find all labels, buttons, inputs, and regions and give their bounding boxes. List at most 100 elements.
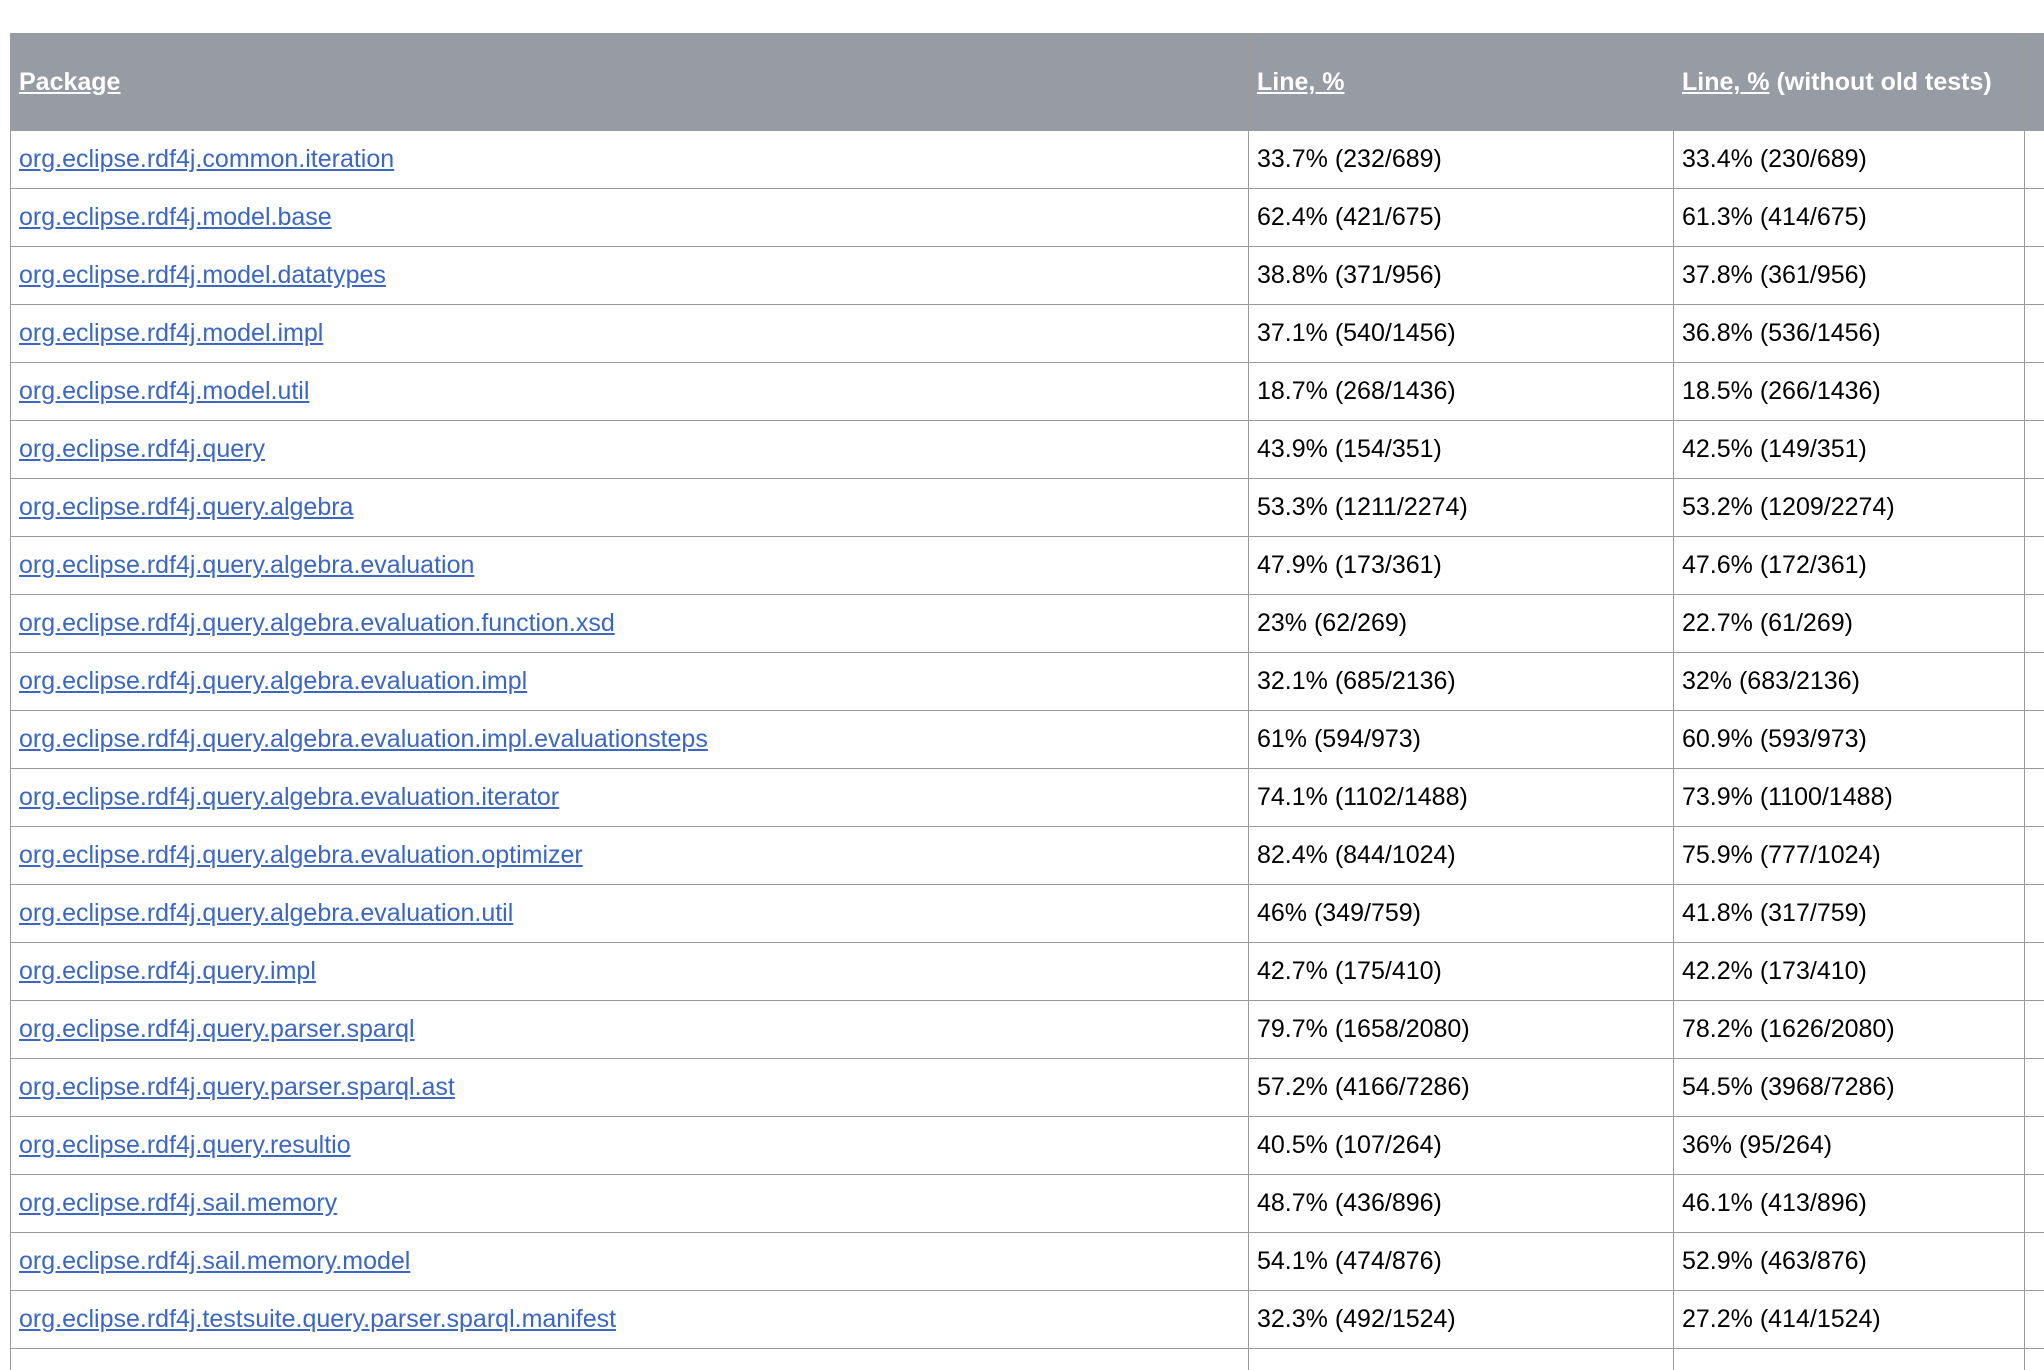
- line-pct-without-old-tests-cell: 54.5% (3968/7286): [1673, 1058, 2025, 1117]
- package-cell: org.eclipse.rdf4j.query.algebra: [10, 478, 1249, 537]
- line-pct-without-old-tests-cell: 60.9% (593/973): [1673, 710, 2025, 769]
- clipped-cell: [2024, 536, 2044, 595]
- package-link[interactable]: org.eclipse.rdf4j.query.algebra.evaluati…: [19, 841, 583, 869]
- clipped-cell: [2024, 594, 2044, 653]
- line-pct-cell: 38.8% (371/956): [1248, 246, 1674, 305]
- table-row-partial: [10, 1348, 2044, 1370]
- coverage-table-header: Package Line, % Line, % (without old tes…: [10, 33, 2044, 131]
- package-link[interactable]: org.eclipse.rdf4j.query.algebra: [19, 493, 354, 521]
- clipped-cell: [2024, 304, 2044, 363]
- package-cell: org.eclipse.rdf4j.model.base: [10, 188, 1249, 247]
- line-pct-without-old-tests-cell: 42.2% (173/410): [1673, 942, 2025, 1001]
- package-cell: org.eclipse.rdf4j.query.parser.sparql.as…: [10, 1058, 1249, 1117]
- package-cell: org.eclipse.rdf4j.model.datatypes: [10, 246, 1249, 305]
- line-pct-cell: 32.3% (492/1524): [1248, 1290, 1674, 1349]
- package-link[interactable]: org.eclipse.rdf4j.common.iteration: [19, 145, 395, 173]
- clipped-cell: [2024, 1116, 2044, 1175]
- package-link[interactable]: org.eclipse.rdf4j.query.algebra.evaluati…: [19, 609, 615, 637]
- line-pct-cell: 79.7% (1658/2080): [1248, 1000, 1674, 1059]
- line-pct-without-old-tests-cell: 22.7% (61/269): [1673, 594, 2025, 653]
- table-row: org.eclipse.rdf4j.model.util 18.7% (268/…: [10, 362, 2044, 421]
- table-row: org.eclipse.rdf4j.testsuite.query.parser…: [10, 1290, 2044, 1349]
- line-pct-without-old-tests-cell: 18.5% (266/1436): [1673, 362, 2025, 421]
- package-link[interactable]: org.eclipse.rdf4j.sail.memory.model: [19, 1247, 411, 1275]
- line-pct-cell: 18.7% (268/1436): [1248, 362, 1674, 421]
- package-link[interactable]: org.eclipse.rdf4j.query.algebra.evaluati…: [19, 783, 560, 811]
- package-link[interactable]: org.eclipse.rdf4j.model.util: [19, 377, 310, 405]
- table-row: org.eclipse.rdf4j.query.algebra.evaluati…: [10, 884, 2044, 943]
- line-pct-without-old-tests-cell: 37.8% (361/956): [1673, 246, 2025, 305]
- package-cell: org.eclipse.rdf4j.query.impl: [10, 942, 1249, 1001]
- table-row: org.eclipse.rdf4j.query.impl 42.7% (175/…: [10, 942, 2044, 1001]
- col-header-line-pct-without-old-tests: Line, % (without old tests): [1673, 33, 2025, 131]
- col-header-suffix-label: (without old tests): [1769, 67, 1992, 96]
- package-cell: org.eclipse.rdf4j.query.parser.sparql: [10, 1000, 1249, 1059]
- clipped-cell: [2024, 478, 2044, 537]
- package-cell: org.eclipse.rdf4j.sail.memory.model: [10, 1232, 1249, 1291]
- line-pct-without-old-tests-cell: 73.9% (1100/1488): [1673, 768, 2025, 827]
- line-pct-cell: 54.1% (474/876): [1248, 1232, 1674, 1291]
- line-pct-without-old-tests-cell: 46.1% (413/896): [1673, 1174, 2025, 1233]
- package-cell: org.eclipse.rdf4j.query.algebra.evaluati…: [10, 594, 1249, 653]
- line-pct-cell: 53.3% (1211/2274): [1248, 478, 1674, 537]
- table-row: org.eclipse.rdf4j.model.impl 37.1% (540/…: [10, 304, 2044, 363]
- package-link[interactable]: org.eclipse.rdf4j.query: [19, 435, 265, 463]
- line-pct-cell: 37.1% (540/1456): [1248, 304, 1674, 363]
- package-sort-link[interactable]: Package: [19, 67, 121, 96]
- col-header-package: Package: [10, 33, 1249, 131]
- clipped-cell: [2024, 942, 2044, 1001]
- package-link[interactable]: org.eclipse.rdf4j.query.impl: [19, 957, 316, 985]
- table-row: org.eclipse.rdf4j.sail.memory 48.7% (436…: [10, 1174, 2044, 1233]
- line-pct-cell: 40.5% (107/264): [1248, 1116, 1674, 1175]
- line-pct-without-old-tests-cell: 78.2% (1626/2080): [1673, 1000, 2025, 1059]
- line-pct-without-old-tests-cell: [1673, 1348, 2025, 1370]
- coverage-table-body: org.eclipse.rdf4j.common.iteration 33.7%…: [10, 130, 2044, 1370]
- table-row: org.eclipse.rdf4j.sail.memory.model 54.1…: [10, 1232, 2044, 1291]
- clipped-cell: [2024, 188, 2044, 247]
- line-pct-without-old-tests-cell: 47.6% (172/361): [1673, 536, 2025, 595]
- package-link[interactable]: org.eclipse.rdf4j.query.algebra.evaluati…: [19, 667, 528, 695]
- line-pct-cell: 32.1% (685/2136): [1248, 652, 1674, 711]
- package-cell: org.eclipse.rdf4j.query.algebra.evaluati…: [10, 710, 1249, 769]
- package-link[interactable]: org.eclipse.rdf4j.query.parser.sparql: [19, 1015, 415, 1043]
- package-link[interactable]: org.eclipse.rdf4j.sail.memory: [19, 1189, 338, 1217]
- package-link[interactable]: org.eclipse.rdf4j.model.impl: [19, 319, 324, 347]
- line-pct-without-old-tests-cell: 75.9% (777/1024): [1673, 826, 2025, 885]
- line-pct-cell: 82.4% (844/1024): [1248, 826, 1674, 885]
- clipped-cell: [2024, 652, 2044, 711]
- line-pct-without-old-tests-cell: 36% (95/264): [1673, 1116, 2025, 1175]
- package-link[interactable]: org.eclipse.rdf4j.model.datatypes: [19, 261, 386, 289]
- table-row: org.eclipse.rdf4j.query 43.9% (154/351) …: [10, 420, 2044, 479]
- line-pct-without-old-tests-cell: 36.8% (536/1456): [1673, 304, 2025, 363]
- clipped-cell: [2024, 884, 2044, 943]
- package-cell: [10, 1348, 1249, 1370]
- clipped-cell: [2024, 768, 2044, 827]
- package-link[interactable]: org.eclipse.rdf4j.query.parser.sparql.as…: [19, 1073, 455, 1101]
- clipped-cell: [2024, 1232, 2044, 1291]
- package-link[interactable]: org.eclipse.rdf4j.query.algebra.evaluati…: [19, 551, 475, 579]
- clipped-cell: [2024, 1058, 2044, 1117]
- table-row: org.eclipse.rdf4j.query.resultio 40.5% (…: [10, 1116, 2044, 1175]
- package-link[interactable]: org.eclipse.rdf4j.testsuite.query.parser…: [19, 1305, 617, 1333]
- package-link[interactable]: org.eclipse.rdf4j.query.algebra.evaluati…: [19, 899, 514, 927]
- clipped-cell: [2024, 1290, 2044, 1349]
- table-row: org.eclipse.rdf4j.query.algebra.evaluati…: [10, 768, 2044, 827]
- line-pct-without-old-tests-cell: 42.5% (149/351): [1673, 420, 2025, 479]
- line-pct-cell: 46% (349/759): [1248, 884, 1674, 943]
- line-pct-without-old-tests-cell: 52.9% (463/876): [1673, 1232, 2025, 1291]
- package-link[interactable]: org.eclipse.rdf4j.query.algebra.evaluati…: [19, 725, 708, 753]
- package-link[interactable]: org.eclipse.rdf4j.query.resultio: [19, 1131, 351, 1159]
- package-cell: org.eclipse.rdf4j.query.algebra.evaluati…: [10, 652, 1249, 711]
- line-pct-cell: 23% (62/269): [1248, 594, 1674, 653]
- table-row: org.eclipse.rdf4j.query.algebra.evaluati…: [10, 594, 2044, 653]
- coverage-table: Package Line, % Line, % (without old tes…: [10, 33, 2044, 1370]
- package-link[interactable]: org.eclipse.rdf4j.model.base: [19, 203, 332, 231]
- table-row: org.eclipse.rdf4j.model.datatypes 38.8% …: [10, 246, 2044, 305]
- line-pct-without-old-tests-sort-link[interactable]: Line, %: [1682, 67, 1770, 96]
- package-cell: org.eclipse.rdf4j.query.resultio: [10, 1116, 1249, 1175]
- line-pct-without-old-tests-cell: 61.3% (414/675): [1673, 188, 2025, 247]
- line-pct-cell: [1248, 1348, 1674, 1370]
- table-row: org.eclipse.rdf4j.common.iteration 33.7%…: [10, 130, 2044, 189]
- line-pct-sort-link[interactable]: Line, %: [1257, 67, 1345, 96]
- line-pct-without-old-tests-cell: 33.4% (230/689): [1673, 130, 2025, 189]
